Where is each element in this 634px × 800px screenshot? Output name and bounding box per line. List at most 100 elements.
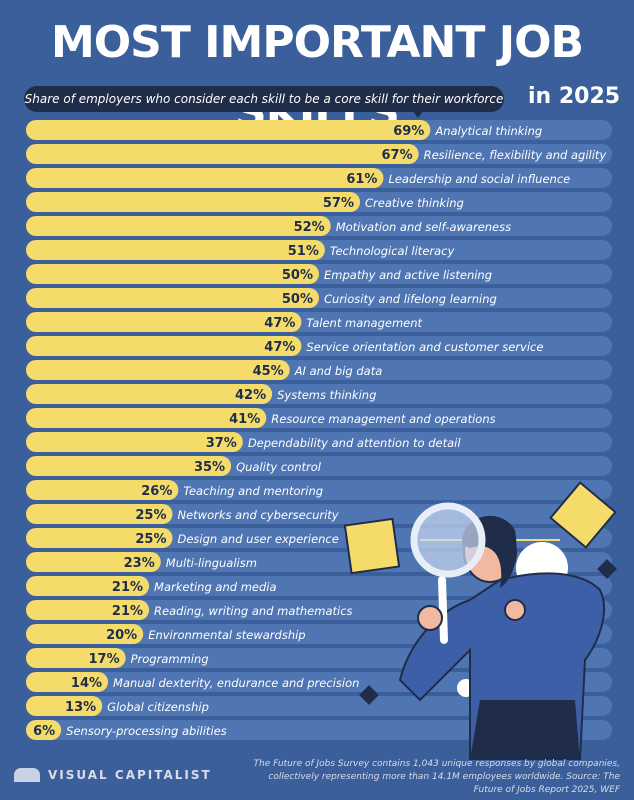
bar [26, 168, 384, 188]
bar-track [26, 576, 612, 596]
bar-category-label: Sensory-processing abilities [66, 724, 227, 738]
bar-value-label: 57% [323, 196, 354, 211]
bar-category-label: Analytical thinking [434, 124, 542, 138]
magnifying-glass-icon [410, 502, 486, 578]
bar-value-label: 41% [229, 412, 260, 427]
bar-category-label: Motivation and self-awareness [336, 220, 511, 234]
source-note: The Future of Jobs Survey contains 1,043… [253, 759, 620, 795]
bar-value-label: 61% [346, 172, 377, 187]
bar [26, 504, 173, 524]
bar-value-label: 69% [393, 124, 424, 139]
bar-value-label: 47% [264, 316, 295, 331]
bar [26, 384, 273, 404]
bar [26, 312, 302, 332]
bar-value-label: 51% [288, 244, 319, 259]
bar-category-label: Systems thinking [277, 388, 376, 402]
bar [26, 576, 150, 596]
person-legs [470, 700, 580, 760]
bar [26, 696, 103, 716]
small-diamond-decor [597, 559, 617, 579]
bar [26, 672, 109, 692]
bar-track [26, 696, 612, 716]
bar [26, 120, 431, 140]
bar-category-label: Networks and cybersecurity [178, 508, 339, 522]
bar-labels: 69% Analytical thinking 67% Resilience, fle… [33, 124, 606, 739]
bar-category-label: Resilience, flexibility and agility [424, 148, 607, 162]
bar-category-label: Reading, writing and mathematics [154, 604, 352, 618]
bar-category-label: Quality control [236, 460, 322, 474]
bar-category-label: Environmental stewardship [148, 628, 305, 642]
bar [26, 552, 161, 572]
year-label: in 2025 [528, 84, 621, 109]
bar [26, 456, 232, 476]
bar-value-label: 25% [135, 532, 166, 547]
magnifier-handle [438, 576, 448, 644]
yellow-square-decor [343, 517, 401, 575]
bar-value-label: 23% [124, 556, 155, 571]
bar-chart: 69% Analytical thinking 67% Resilience, fle… [26, 120, 617, 760]
bar-category-label: Leadership and social influence [388, 172, 570, 186]
bar-value-label: 21% [112, 604, 143, 619]
bar-value-label: 20% [106, 628, 137, 643]
visual-capitalist-logo-icon [14, 768, 40, 782]
subtitle-pointer [412, 110, 424, 118]
bar-category-label: Technological literacy [330, 244, 455, 258]
bar-track [26, 720, 612, 740]
pointing-hand [504, 599, 526, 621]
bar-value-label: 17% [88, 652, 119, 667]
bar-value-label: 26% [141, 484, 172, 499]
bar-value-label: 13% [65, 700, 96, 715]
bar [26, 144, 419, 164]
bar [26, 288, 319, 308]
bar-category-label: Teaching and mentoring [183, 484, 323, 498]
small-diamond-decor-2 [359, 685, 379, 705]
bar [26, 192, 361, 212]
yellow-diamond-decor [549, 481, 617, 549]
bar-category-label: Design and user experience [178, 532, 339, 546]
bar-value-label: 67% [381, 148, 412, 163]
bar-category-label: Programming [131, 652, 209, 666]
bar-value-label: 35% [194, 460, 225, 475]
bar [26, 480, 179, 500]
bar [26, 216, 331, 236]
bar-value-label: 21% [112, 580, 143, 595]
bar [26, 240, 325, 260]
bar-value-label: 47% [264, 340, 295, 355]
bar-category-label: Marketing and media [154, 580, 277, 594]
bar-category-label: Service orientation and customer service [306, 340, 543, 354]
bar-value-label: 42% [235, 388, 266, 403]
bar [26, 432, 243, 452]
bar-category-label: Resource management and operations [271, 412, 495, 426]
bar [26, 624, 144, 644]
bar [26, 360, 290, 380]
bar-category-label: Talent management [306, 316, 422, 330]
bar [26, 264, 319, 284]
bar [26, 648, 126, 668]
bar-category-label: Creative thinking [365, 196, 464, 210]
bar-value-label: 6% [33, 724, 55, 739]
brand-logo: VISUAL CAPITALIST [14, 768, 212, 782]
bar-value-label: 37% [206, 436, 237, 451]
bar-value-label: 50% [282, 292, 313, 307]
bar-category-label: Empathy and active listening [324, 268, 492, 282]
bar-value-label: 14% [71, 676, 102, 691]
illustration [343, 481, 617, 760]
bar-value-label: 45% [253, 364, 284, 379]
subtitle-banner: Share of employers who consider each ski… [24, 86, 504, 112]
bar-category-label: Curiosity and lifelong learning [324, 292, 497, 306]
brand-name: VISUAL CAPITALIST [48, 768, 212, 782]
bar-value-label: 50% [282, 268, 313, 283]
hand [417, 605, 443, 631]
bar-category-label: AI and big data [294, 364, 383, 378]
bar [26, 528, 173, 548]
bar-value-label: 52% [294, 220, 325, 235]
bar [26, 600, 150, 620]
bar-value-label: 25% [135, 508, 166, 523]
bar-category-label: Multi-lingualism [166, 556, 257, 570]
bars [26, 120, 431, 740]
bar [26, 720, 62, 740]
bar-category-label: Manual dexterity, endurance and precisio… [113, 676, 359, 690]
bar [26, 336, 302, 356]
bar-category-label: Global citizenship [107, 700, 209, 714]
bar [26, 408, 267, 428]
